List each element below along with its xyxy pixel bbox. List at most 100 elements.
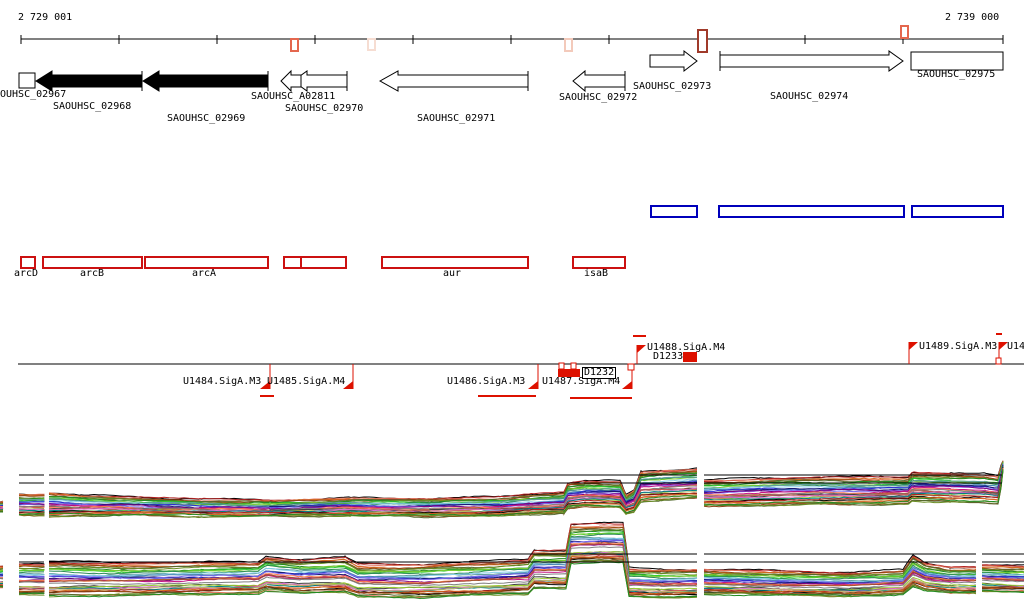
expression-panel-reverse-series-line	[981, 576, 1024, 580]
expression-panel-reverse-series-line	[18, 567, 45, 571]
gene-ouhsc_02967[interactable]	[18, 72, 36, 89]
gene-saouhsc_02971-label: SAOUHSC_02971	[417, 113, 496, 124]
expression-panel-forward-series-line	[18, 494, 45, 496]
expression-panel-forward-series-line	[703, 464, 1004, 494]
feature-box-unnamed[interactable]	[283, 256, 347, 269]
tss-u1487-siga-m4-flag-icon[interactable]	[622, 381, 632, 389]
gene-saouhsc_a02811-label: SAOUHSC_A02811	[251, 91, 336, 102]
expression-panel-forward-series-line	[703, 469, 1004, 506]
expression-panel-reverse-series-line	[48, 557, 698, 596]
feature-box-arcD[interactable]	[20, 256, 36, 269]
expression-panel-forward-series-line	[0, 508, 4, 511]
expression-panel-reverse-series-line	[703, 580, 977, 595]
gene-saouhsc_02970-label: SAOUHSC_02970	[285, 103, 364, 114]
gene-saouhsc_02973[interactable]	[649, 49, 698, 73]
expression-panel-forward-series-line	[48, 496, 698, 518]
expression-panel-reverse-series-line	[18, 593, 45, 596]
feature-box-arcA[interactable]	[144, 256, 269, 269]
expression-panel-reverse-series-line	[48, 540, 698, 584]
tss-prong-box	[558, 362, 565, 370]
feature-label-arcB: arcB	[80, 268, 105, 279]
tss-u1488-siga-m4-label: U1488.SigA.M4	[647, 342, 726, 353]
expression-panel-reverse-series-line	[0, 573, 4, 576]
expression-panel-forward-series-line	[18, 512, 45, 516]
expression-panel-reverse-series-line	[981, 589, 1024, 593]
tss-prong-box	[570, 362, 577, 370]
tss-d1233-block[interactable]	[683, 352, 697, 362]
expression-panel-reverse-series-line	[703, 566, 977, 583]
ruler-region-marker[interactable]	[564, 38, 573, 52]
expression-panel-reverse-series-line	[18, 589, 45, 592]
tss-u1488-siga-m4-flag-icon[interactable]	[637, 345, 646, 353]
feature-box-arcB[interactable]	[42, 256, 143, 269]
ruler-end-coordinate: 2 739 000	[945, 12, 1000, 23]
feature-box-aur[interactable]	[381, 256, 529, 269]
expression-panel-reverse-series-line	[981, 564, 1024, 568]
expression-panel-reverse-series-line	[981, 568, 1024, 572]
expression-panel-reverse-series-line	[981, 579, 1024, 583]
tss-coverage-block[interactable]	[558, 369, 580, 377]
ruler-start-coordinate: 2 729 001	[18, 12, 73, 23]
expression-panel-reverse-series-line	[703, 580, 977, 593]
gene-saouhsc_02972[interactable]	[572, 69, 626, 93]
expression-panel-reverse-series-line	[18, 573, 45, 576]
tss-u1487-siga-m4-base-box	[627, 363, 635, 371]
expression-panel-forward-series-line	[18, 498, 45, 501]
expression-panel-reverse-series-line	[981, 587, 1024, 589]
gene-saouhsc_a02811[interactable]	[280, 69, 302, 93]
expression-panel-reverse-series-line	[18, 579, 45, 582]
feature-box-isaB[interactable]	[572, 256, 626, 269]
operon-box[interactable]	[911, 205, 1004, 218]
ruler-region-marker[interactable]	[290, 38, 299, 52]
tss-u14-label: U14	[1007, 341, 1024, 352]
operon-box[interactable]	[650, 205, 698, 218]
gene-saouhsc_02968[interactable]	[35, 70, 143, 92]
tss-d1233-label: D1233	[653, 351, 684, 362]
expression-panel-reverse-series-line	[18, 586, 45, 589]
gene-saouhsc_02974[interactable]	[719, 50, 904, 72]
feature-label-arcD: arcD	[14, 268, 39, 279]
ruler-region-marker[interactable]	[900, 25, 909, 39]
gene-saouhsc_02972-label: SAOUHSC_02972	[559, 92, 638, 103]
gene-saouhsc_02968-label: SAOUHSC_02968	[53, 101, 132, 112]
tss-u1486-siga-m3-flag-icon[interactable]	[528, 381, 538, 389]
expression-panel-reverse-series-line	[703, 573, 977, 589]
tss-u14-flag-icon[interactable]	[999, 342, 1008, 350]
gene-saouhsc_02975-label: SAOUHSC_02975	[917, 69, 996, 80]
tss-u1484-siga-m3-flag-icon[interactable]	[260, 381, 270, 389]
operon-box[interactable]	[718, 205, 905, 218]
expression-panel-reverse-series-line	[18, 565, 45, 568]
expression-panel-reverse-series-line	[703, 586, 976, 597]
expression-panel-forward-series-line	[703, 466, 1004, 501]
expression-panel-forward-series-line	[18, 505, 45, 508]
gene-saouhsc_02971[interactable]	[378, 70, 529, 92]
expression-panel-reverse-series-line	[48, 528, 698, 574]
expression-panel-reverse-series-line	[981, 566, 1024, 569]
gene-saouhsc_02973-label: SAOUHSC_02973	[633, 81, 712, 92]
gene-saouhsc_02975[interactable]	[910, 51, 1004, 71]
feature-label-arcA: arcA	[192, 268, 217, 279]
expression-panel-reverse-series-line	[48, 551, 698, 591]
expression-panel-reverse-series-line	[18, 592, 45, 595]
expression-panel-reverse-series-line	[48, 558, 698, 599]
gene-saouhsc_02969[interactable]	[142, 70, 269, 92]
expression-panel-forward-series-line	[18, 495, 45, 497]
expression-panel-forward-series-line	[18, 511, 45, 514]
expression-panel-forward-series-line	[18, 502, 45, 505]
expression-panel-reverse-series-line	[48, 528, 698, 576]
ruler-region-marker[interactable]	[367, 38, 376, 51]
expression-panel-forward-series-line	[19, 501, 45, 503]
tss-u1487-siga-m4-label: U1487.SigA.M4	[542, 376, 621, 387]
tss-u1489-siga-m3-flag-icon[interactable]	[909, 342, 918, 350]
expression-panel-reverse-series-line	[703, 568, 977, 585]
expression-panel-reverse-series-line	[48, 543, 698, 586]
expression-panel-forward-series-line	[48, 474, 698, 506]
expression-panel-reverse-series-line	[48, 552, 698, 593]
expression-panel-reverse-series-line	[18, 562, 45, 565]
gene-saouhsc_02974-label: SAOUHSC_02974	[770, 91, 849, 102]
expression-panel-forward-series-line	[703, 468, 1004, 504]
expression-panel-reverse-series-line	[981, 573, 1024, 576]
ruler-region-marker[interactable]	[697, 29, 708, 53]
tss-u1485-siga-m4-flag-icon[interactable]	[343, 381, 353, 389]
expression-panel-forward-series-line	[703, 468, 1004, 503]
